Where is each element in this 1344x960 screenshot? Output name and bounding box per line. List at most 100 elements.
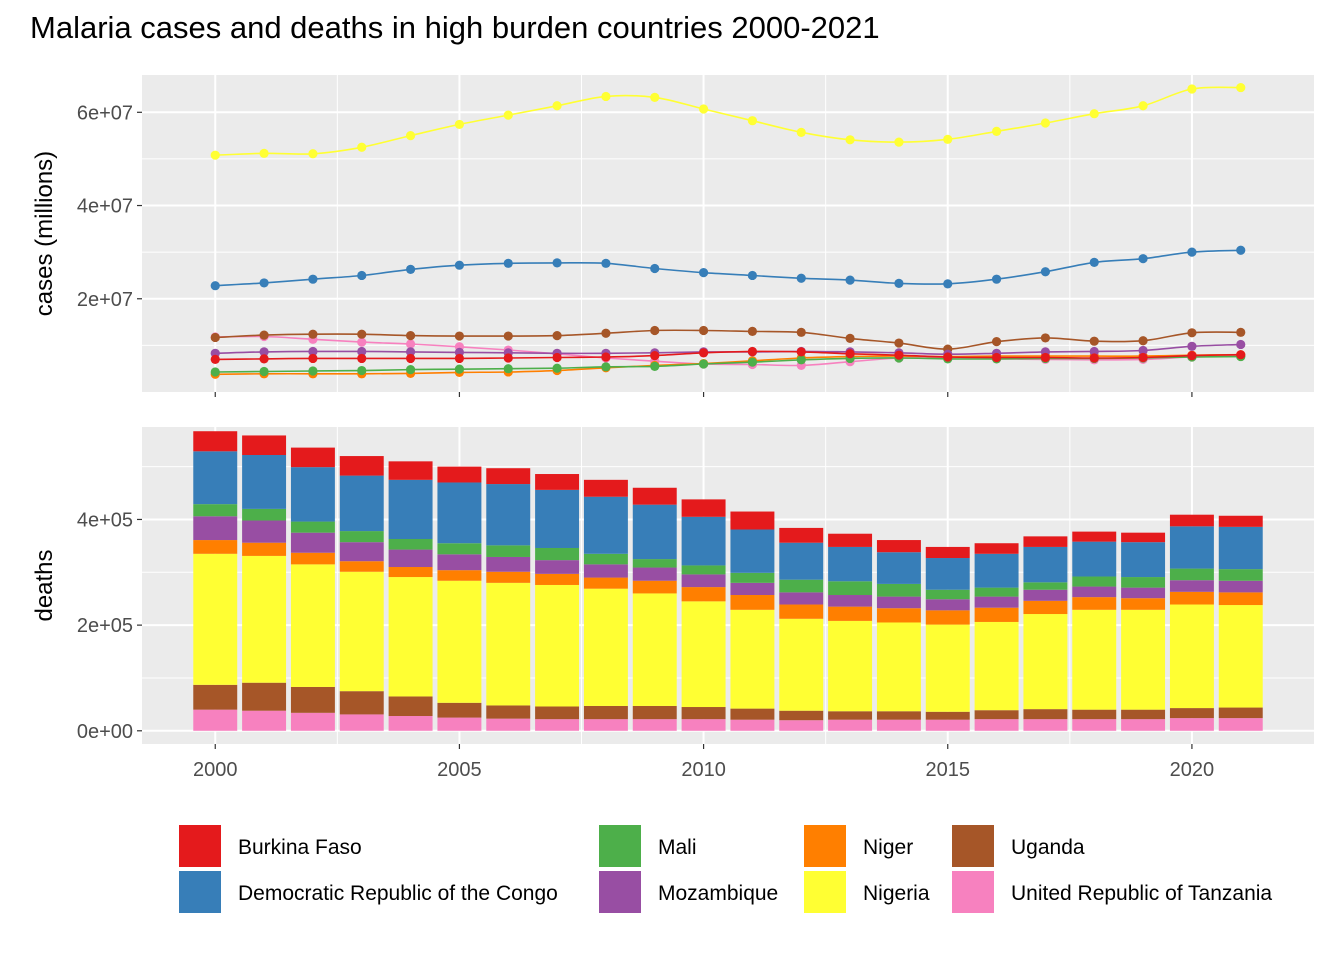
cases-point-burkina-faso-2005 <box>454 353 465 364</box>
cases-point-burkina-faso-2018 <box>1089 353 1099 363</box>
cases-point-democratic-republic-of-the-congo-2018 <box>1089 257 1099 268</box>
deaths-bar-burkina-faso-2012 <box>779 527 824 543</box>
deaths-bar-nigeria-2003 <box>339 571 384 692</box>
cases-point-mozambique-2021 <box>1236 339 1246 350</box>
deaths-bar-democratic-republic-of-the-congo-2004 <box>388 479 433 540</box>
deaths-bar-democratic-republic-of-the-congo-2013 <box>828 546 873 582</box>
cases-point-uganda-2010 <box>698 325 709 336</box>
deaths-bar-uganda-2005 <box>437 702 482 718</box>
deaths-bar-united-republic-of-tanzania-2016 <box>974 719 1019 731</box>
deaths-bar-democratic-republic-of-the-congo-2008 <box>583 496 628 554</box>
deaths-bar-united-republic-of-tanzania-2009 <box>632 719 677 731</box>
cases-point-mozambique-2018 <box>1089 346 1099 357</box>
deaths-bar-united-republic-of-tanzania-2019 <box>1121 719 1166 731</box>
deaths-bar-burkina-faso-2021 <box>1218 515 1263 527</box>
cases-point-democratic-republic-of-the-congo-2007 <box>552 258 562 268</box>
deaths-bar-mali-2003 <box>339 531 384 543</box>
deaths-bar-niger-2013 <box>828 606 873 621</box>
deaths-bar-democratic-republic-of-the-congo-2020 <box>1169 526 1214 569</box>
deaths-bar-mozambique-2020 <box>1169 580 1214 592</box>
cases-y-tick-label: 2e+07 <box>77 289 133 311</box>
deaths-bar-mali-2009 <box>632 559 677 568</box>
cases-point-democratic-republic-of-the-congo-2019 <box>1138 254 1148 264</box>
deaths-bar-mali-2013 <box>828 581 873 596</box>
cases-point-mali-2001 <box>259 366 269 377</box>
deaths-bar-uganda-2009 <box>632 705 677 720</box>
deaths-bar-niger-2020 <box>1169 591 1214 605</box>
cases-point-burkina-faso-2012 <box>796 347 806 357</box>
deaths-bar-democratic-republic-of-the-congo-2012 <box>779 542 824 580</box>
deaths-bar-burkina-faso-2005 <box>437 466 482 483</box>
deaths-bar-mozambique-2009 <box>632 567 677 581</box>
cases-point-nigeria-2018 <box>1089 109 1099 119</box>
deaths-bar-niger-2010 <box>681 587 726 602</box>
deaths-bar-united-republic-of-tanzania-2018 <box>1072 719 1117 731</box>
deaths-bar-united-republic-of-tanzania-2011 <box>730 719 775 731</box>
x-tick-label: 2005 <box>437 759 482 781</box>
cases-point-burkina-faso-2001 <box>259 354 269 364</box>
deaths-bar-united-republic-of-tanzania-2003 <box>339 714 384 731</box>
cases-point-nigeria-2000 <box>210 150 220 160</box>
cases-point-mali-2012 <box>796 355 806 365</box>
cases-point-burkina-faso-2015 <box>943 352 953 362</box>
cases-point-democratic-republic-of-the-congo-2008 <box>601 258 611 268</box>
deaths-bar-niger-2014 <box>876 608 921 623</box>
deaths-bar-united-republic-of-tanzania-2008 <box>583 719 628 731</box>
cases-point-democratic-republic-of-the-congo-2009 <box>650 263 660 274</box>
cases-point-burkina-faso-2006 <box>503 353 513 363</box>
cases-point-uganda-2001 <box>259 330 269 340</box>
cases-point-uganda-2019 <box>1138 336 1148 346</box>
cases-point-democratic-republic-of-the-congo-2020 <box>1187 247 1197 257</box>
cases-point-uganda-2012 <box>796 327 806 337</box>
deaths-bar-mali-2017 <box>1023 582 1068 590</box>
deaths-bar-mozambique-2018 <box>1072 586 1117 598</box>
deaths-bar-mali-2000 <box>193 504 238 517</box>
deaths-bar-mali-2012 <box>779 579 824 593</box>
deaths-bar-democratic-republic-of-the-congo-2007 <box>535 489 580 548</box>
deaths-bar-democratic-republic-of-the-congo-2019 <box>1121 542 1166 578</box>
deaths-bar-mozambique-2015 <box>925 599 970 611</box>
deaths-bar-mozambique-2011 <box>730 582 775 596</box>
cases-point-democratic-republic-of-the-congo-2005 <box>454 260 465 270</box>
legend-item-democratic-republic-of-the-congo: Democratic Republic of the Congo <box>179 871 558 913</box>
deaths-bar-united-republic-of-tanzania-2014 <box>876 719 921 731</box>
deaths-bar-democratic-republic-of-the-congo-2003 <box>339 475 384 532</box>
deaths-bar-niger-2011 <box>730 595 775 610</box>
legend-item-niger: Niger <box>804 825 913 867</box>
deaths-bar-mozambique-2010 <box>681 574 726 588</box>
deaths-bar-mozambique-2014 <box>876 596 921 609</box>
deaths-bar-democratic-republic-of-the-congo-2010 <box>681 516 726 566</box>
cases-point-burkina-faso-2013 <box>845 349 855 359</box>
cases-point-uganda-2013 <box>845 333 855 343</box>
cases-point-burkina-faso-2004 <box>405 353 416 364</box>
deaths-bar-uganda-2020 <box>1169 708 1214 719</box>
deaths-bar-burkina-faso-2014 <box>876 540 921 553</box>
deaths-bar-democratic-republic-of-the-congo-2018 <box>1072 541 1117 577</box>
legend-label-nigeria: Nigeria <box>863 882 930 905</box>
cases-line-democratic-republic-of-the-congo <box>215 249 1241 287</box>
deaths-bar-mali-2001 <box>242 508 287 521</box>
deaths-bar-united-republic-of-tanzania-2021 <box>1218 718 1263 731</box>
deaths-y-tick-label: 4e+05 <box>77 509 133 531</box>
legend-key-mali <box>599 825 641 867</box>
deaths-bar-niger-2007 <box>535 573 580 585</box>
deaths-bar-burkina-faso-2011 <box>730 511 775 530</box>
cases-point-burkina-faso-2019 <box>1138 352 1148 363</box>
cases-point-democratic-republic-of-the-congo-2013 <box>845 275 855 285</box>
deaths-bar-nigeria-2005 <box>437 580 482 703</box>
deaths-y-tick-label: 2e+05 <box>77 615 133 637</box>
cases-y-tick-label: 6e+07 <box>77 102 133 124</box>
legend-item-mali: Mali <box>599 825 697 867</box>
deaths-bar-nigeria-2007 <box>535 584 580 707</box>
cases-point-nigeria-2015 <box>943 134 953 144</box>
cases-point-mozambique-2001 <box>259 347 269 357</box>
cases-point-burkina-faso-2016 <box>991 352 1002 363</box>
deaths-bar-burkina-faso-2010 <box>681 499 726 517</box>
deaths-bar-nigeria-2021 <box>1218 605 1263 708</box>
cases-point-mali-2008 <box>601 362 611 372</box>
deaths-bar-democratic-republic-of-the-congo-2002 <box>290 467 335 522</box>
cases-point-uganda-2004 <box>405 330 416 341</box>
deaths-bar-uganda-2018 <box>1072 709 1117 720</box>
deaths-bar-nigeria-2013 <box>828 620 873 712</box>
